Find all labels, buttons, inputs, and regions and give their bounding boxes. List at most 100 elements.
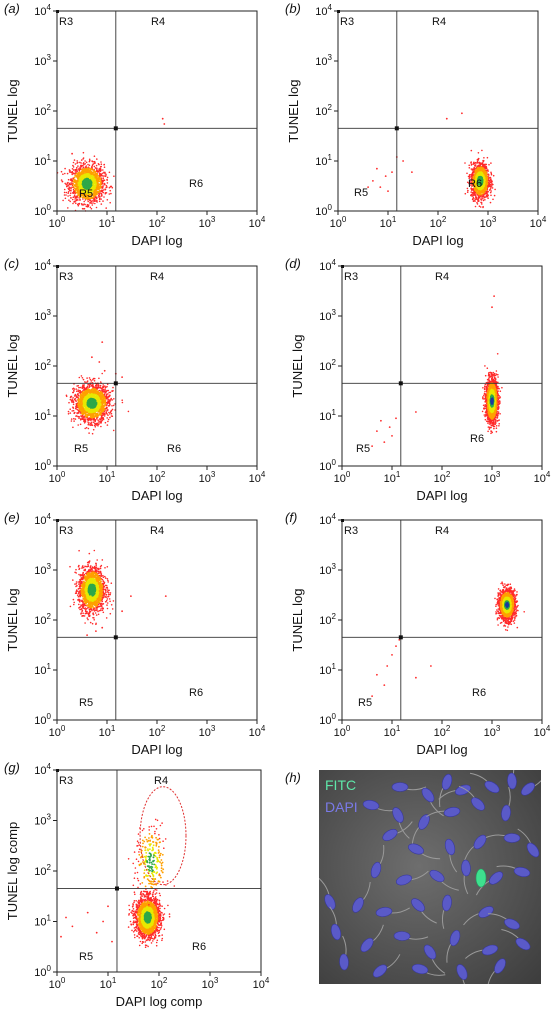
data-point <box>80 166 83 168</box>
data-point <box>76 160 78 162</box>
plot-frame <box>56 265 258 467</box>
data-point <box>103 166 106 168</box>
data-point <box>67 410 70 413</box>
data-point <box>69 183 72 186</box>
data-point <box>491 187 494 189</box>
data-point <box>71 410 73 412</box>
data-point <box>480 201 482 204</box>
data-point <box>84 199 87 201</box>
data-point <box>95 164 98 167</box>
data-point <box>103 196 105 198</box>
data-point <box>73 417 75 420</box>
x-tick-label: 100 <box>330 215 347 230</box>
data-point <box>466 191 469 193</box>
data-point <box>79 198 81 201</box>
data-point <box>89 206 92 209</box>
data-point <box>96 199 98 202</box>
data-point <box>91 356 93 359</box>
data-point <box>83 200 85 203</box>
data-point <box>74 397 76 400</box>
data-point <box>468 164 471 167</box>
data-point <box>486 156 489 159</box>
data-point <box>62 199 64 202</box>
data-point <box>100 425 102 428</box>
region-label-r3: R3 <box>340 16 354 28</box>
panel-label: (c) <box>4 256 19 271</box>
data-point <box>95 206 98 209</box>
data-point <box>464 192 467 195</box>
data-point <box>93 161 95 163</box>
data-point <box>110 415 113 417</box>
x-tick-label: 100 <box>49 470 66 485</box>
data-point <box>97 421 100 423</box>
data-point <box>102 384 104 386</box>
data-point <box>78 169 81 172</box>
data-point <box>87 200 89 203</box>
data-point <box>108 171 111 174</box>
data-point <box>67 181 69 184</box>
data-point <box>80 203 83 205</box>
data-point <box>90 207 93 210</box>
data-point <box>105 393 108 396</box>
data-point <box>71 152 73 155</box>
data-point <box>72 202 74 205</box>
data-point <box>79 386 82 389</box>
data-point <box>111 390 113 392</box>
y-tick-label: 104 <box>315 3 332 18</box>
region-label-r6: R6 <box>189 178 203 190</box>
data-point <box>70 420 73 422</box>
data-point <box>82 158 84 160</box>
data-point <box>63 191 66 194</box>
data-point <box>163 123 166 125</box>
data-point <box>88 160 91 163</box>
data-point <box>95 422 98 425</box>
data-point <box>102 175 105 177</box>
data-point <box>72 183 74 186</box>
data-point <box>107 405 110 407</box>
data-point <box>98 377 100 380</box>
data-point <box>106 182 109 184</box>
data-point <box>103 163 105 166</box>
data-point <box>121 376 123 378</box>
data-point <box>69 189 71 192</box>
data-point <box>99 418 101 420</box>
data-point <box>105 207 107 209</box>
data-point <box>104 421 107 424</box>
data-point <box>112 404 115 407</box>
data-point <box>76 168 78 171</box>
data-point <box>100 198 102 200</box>
data-point <box>92 421 95 424</box>
data-point <box>477 159 480 161</box>
data-point <box>73 388 76 390</box>
data-point <box>77 394 80 397</box>
data-point <box>69 408 71 411</box>
data-point <box>74 174 77 177</box>
data-point <box>72 403 75 406</box>
data-point <box>73 420 75 422</box>
data-point <box>83 203 85 205</box>
data-point <box>69 192 72 194</box>
data-point <box>477 152 480 154</box>
data-point <box>89 201 91 203</box>
data-point <box>487 173 489 175</box>
data-point <box>470 149 473 152</box>
data-point <box>111 186 114 189</box>
y-axis-label: TUNEL log <box>5 79 20 142</box>
data-point <box>70 189 72 192</box>
data-point <box>482 205 484 208</box>
data-point <box>482 199 485 202</box>
data-point <box>73 196 75 198</box>
data-point <box>106 417 108 419</box>
data-point <box>490 171 492 174</box>
data-point <box>73 172 75 175</box>
data-point <box>103 183 105 186</box>
data-point <box>67 178 70 181</box>
data-point <box>82 378 85 381</box>
data-point <box>98 172 101 174</box>
data-point <box>61 180 64 183</box>
data-point <box>103 369 106 372</box>
data-point <box>106 409 108 412</box>
data-point <box>106 178 108 181</box>
data-point <box>74 418 77 420</box>
